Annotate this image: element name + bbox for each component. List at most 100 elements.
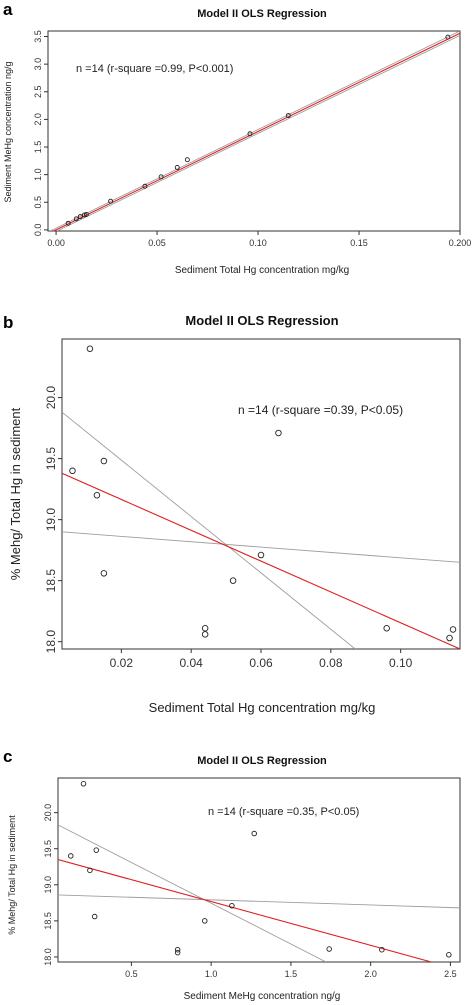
- data-point: [142, 183, 148, 189]
- y-tick-label: 18.5: [43, 912, 53, 930]
- data-point: [184, 157, 190, 163]
- x-tick-label: 1.5: [285, 969, 298, 979]
- data-point: [275, 429, 282, 437]
- y-tick-label: 0.5: [33, 196, 43, 209]
- y-tick-label: 1.0: [33, 168, 43, 181]
- regression-lines: [62, 411, 460, 649]
- y-tick-label: 19.5: [43, 840, 53, 858]
- data-point: [229, 902, 235, 909]
- regression-line-gray: [62, 411, 356, 649]
- data-point: [174, 949, 181, 956]
- y-tick-label: 3.5: [33, 30, 43, 43]
- data-point: [174, 946, 181, 953]
- y-axis-label-a: Sediment MeHg concentration ng/g: [3, 61, 13, 202]
- chart-title-b: Model II OLS Regression: [185, 313, 338, 328]
- annotation-c: n =14 (r-square =0.35, P<0.05): [208, 806, 359, 818]
- data-point: [87, 867, 93, 874]
- data-point: [445, 34, 451, 40]
- panel-b: b Model II OLS Regression 0.02 0.04 0.06 0.…: [3, 313, 461, 715]
- y-tick-label: 2.5: [33, 86, 43, 99]
- data-point: [326, 946, 332, 952]
- x-tick-label: 0.5: [125, 969, 138, 979]
- y-tick-label: 19.5: [44, 447, 58, 471]
- y-tick-label: 19.0: [43, 876, 53, 894]
- panel-a: a Model II OLS Regression 0.00 0.05 0.10 0.…: [3, 0, 471, 276]
- y-tick-label: 1.5: [33, 141, 43, 154]
- data-point: [449, 626, 457, 633]
- y-axis-label-c: % Mehg/ Total Hg in sediment: [7, 815, 17, 935]
- panel-letter-b: b: [3, 313, 13, 332]
- regression-lines: [49, 31, 460, 231]
- x-tick-label: 0.10: [389, 656, 413, 670]
- data-point: [83, 211, 89, 217]
- plot-area-b: 0.02 0.04 0.06 0.08 0.10 18.0 18.5 19.0 19.5 20.0: [44, 338, 461, 670]
- y-tick-label: 18.0: [44, 630, 58, 654]
- y-tick-label: 3.0: [33, 58, 43, 71]
- data-point: [108, 198, 114, 204]
- data-point: [174, 165, 180, 170]
- x-axis-label-a: Sediment Total Hg concentration mg/kg: [175, 265, 349, 276]
- x-tick-label: 0.02: [110, 656, 134, 670]
- x-axis-label-b: Sediment Total Hg concentration mg/kg: [149, 700, 376, 715]
- data-point: [93, 491, 101, 499]
- data-point: [100, 457, 108, 465]
- chart-title-c: Model II OLS Regression: [197, 755, 327, 767]
- regression-line-gray: [56, 35, 460, 231]
- data-point: [202, 918, 208, 924]
- x-tick-label: 0.05: [148, 238, 166, 248]
- data-point: [65, 220, 71, 226]
- y-tick-label: 0.0: [33, 224, 43, 237]
- x-tick-label: 0.04: [179, 656, 203, 670]
- data-point: [69, 467, 76, 475]
- data-point: [383, 625, 390, 632]
- y-tick-label: 20.0: [44, 386, 58, 410]
- plot-frame: [57, 777, 461, 963]
- x-axis-label-c: Sediment MeHg concentration ng/g: [184, 991, 341, 1002]
- data-point: [247, 131, 253, 137]
- data-point: [446, 634, 453, 642]
- x-tick-label: 1.0: [205, 969, 218, 979]
- regression-line-red: [52, 32, 460, 231]
- x-tick-label: 0.08: [319, 656, 343, 670]
- y-axis-label-b: % Mehg/ Total Hg in sediment: [8, 407, 23, 580]
- plot-area-c: 0.5 1.0 1.5 2.0 2.5 18.0 18.5 19.0 19.5 20.0: [43, 777, 461, 979]
- panel-c: c Model II OLS Regression 0.5 1.0 1.5 2.0 2.…: [3, 747, 461, 1002]
- x-tick-label: 2.0: [364, 969, 377, 979]
- regression-line-red: [62, 472, 460, 649]
- data-point: [446, 952, 452, 958]
- plot-frame: [61, 338, 461, 650]
- x-tick-label: 0.10: [249, 238, 267, 248]
- data-point: [251, 830, 257, 837]
- data-point: [80, 781, 87, 787]
- annotation-b: n =14 (r-square =0.39, P<0.05): [238, 403, 403, 417]
- panel-letter-a: a: [3, 0, 13, 19]
- data-point: [91, 913, 98, 920]
- y-tick-label: 18.0: [43, 948, 53, 966]
- annotation-a: n =14 (r-square =0.99, P<0.001): [76, 63, 233, 75]
- chart-title-a: Model II OLS Regression: [197, 8, 327, 20]
- plot-area-a: 0.00 0.05 0.10 0.15 0.200 0.0 0.5 1.0 1.5 2.0 2.5 3…: [33, 30, 471, 248]
- y-tick-label: 18.5: [44, 569, 58, 593]
- data-point: [201, 631, 209, 638]
- x-tick-label: 0.200: [449, 238, 472, 248]
- data-point: [158, 174, 164, 180]
- x-tick-label: 0.15: [350, 238, 368, 248]
- data-point: [93, 847, 100, 853]
- data-point: [86, 345, 94, 353]
- x-tick-label: 0.06: [249, 656, 273, 670]
- x-tick-label: 0.00: [47, 238, 65, 248]
- data-point: [201, 625, 209, 632]
- x-tick-label: 2.5: [444, 969, 457, 979]
- panel-letter-c: c: [3, 747, 12, 766]
- data-point: [100, 570, 108, 577]
- regression-lines: [58, 824, 460, 962]
- y-tick-label: 19.0: [44, 508, 58, 532]
- regression-line-gray: [58, 824, 327, 962]
- y-tick-label: 20.0: [43, 804, 53, 822]
- regression-line-red: [58, 859, 432, 962]
- data-point: [229, 577, 237, 584]
- regression-line-gray: [58, 894, 460, 909]
- data-point: [73, 216, 79, 222]
- y-tick-label: 2.0: [33, 113, 43, 126]
